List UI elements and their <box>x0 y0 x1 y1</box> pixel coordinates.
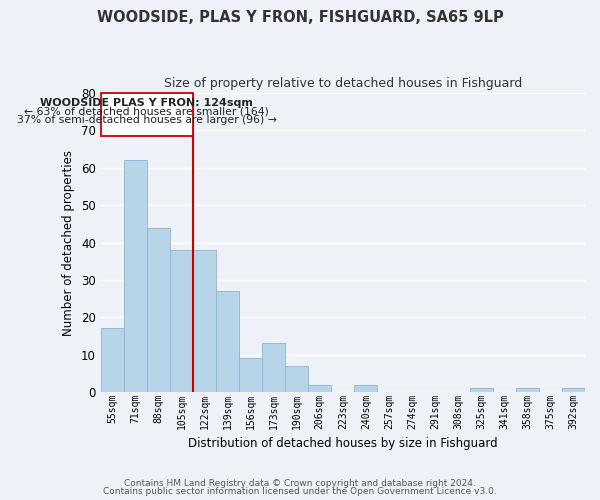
Bar <box>562 388 585 392</box>
Bar <box>516 388 539 392</box>
Bar <box>285 366 308 392</box>
Text: Contains public sector information licensed under the Open Government Licence v3: Contains public sector information licen… <box>103 487 497 496</box>
Bar <box>124 160 147 392</box>
Text: WOODSIDE PLAS Y FRON: 124sqm: WOODSIDE PLAS Y FRON: 124sqm <box>40 98 253 108</box>
Bar <box>170 250 193 392</box>
Title: Size of property relative to detached houses in Fishguard: Size of property relative to detached ho… <box>164 78 522 90</box>
Bar <box>216 291 239 392</box>
X-axis label: Distribution of detached houses by size in Fishguard: Distribution of detached houses by size … <box>188 437 497 450</box>
Text: ← 63% of detached houses are smaller (164): ← 63% of detached houses are smaller (16… <box>25 106 269 116</box>
Bar <box>147 228 170 392</box>
Text: Contains HM Land Registry data © Crown copyright and database right 2024.: Contains HM Land Registry data © Crown c… <box>124 478 476 488</box>
Bar <box>308 384 331 392</box>
Bar <box>193 250 216 392</box>
Bar <box>239 358 262 392</box>
Bar <box>355 384 377 392</box>
Text: WOODSIDE, PLAS Y FRON, FISHGUARD, SA65 9LP: WOODSIDE, PLAS Y FRON, FISHGUARD, SA65 9… <box>97 10 503 25</box>
Bar <box>470 388 493 392</box>
Text: 37% of semi-detached houses are larger (96) →: 37% of semi-detached houses are larger (… <box>17 114 277 124</box>
Bar <box>262 344 285 392</box>
Bar <box>101 93 193 136</box>
Bar <box>101 328 124 392</box>
Y-axis label: Number of detached properties: Number of detached properties <box>62 150 76 336</box>
